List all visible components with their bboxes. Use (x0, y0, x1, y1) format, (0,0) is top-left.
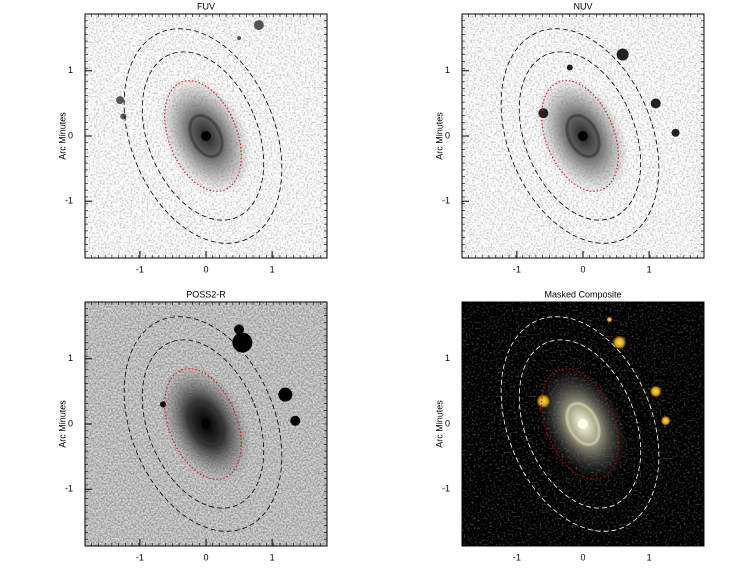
nucleus (201, 131, 211, 141)
x-tick-label: -1 (136, 552, 144, 562)
x-tick-label: 1 (647, 264, 652, 274)
star (160, 401, 167, 408)
star (671, 128, 680, 137)
aperture-outer (500, 28, 660, 244)
y-tick-label: 1 (68, 65, 73, 75)
x-tick-label: 1 (647, 552, 652, 562)
y-tick-label: 1 (445, 65, 450, 75)
aperture-inner (141, 339, 265, 509)
panel: -1 0 1 -1 0 1 Masked Composite Arc Minutes (434, 289, 705, 562)
star (616, 48, 629, 61)
aperture-red (164, 368, 242, 480)
y-tick-label: -1 (442, 484, 450, 494)
aperture-outer (123, 28, 283, 244)
star (278, 387, 293, 402)
galaxy-core (565, 401, 601, 447)
star (606, 316, 613, 323)
panel-title: FUV (197, 1, 215, 11)
x-tick-label: 0 (580, 264, 585, 274)
star (253, 20, 264, 31)
image (85, 14, 327, 258)
star (649, 385, 662, 398)
star (538, 108, 549, 119)
y-tick-label: 1 (68, 353, 73, 363)
star (650, 98, 661, 109)
star (566, 64, 573, 71)
aperture-red (164, 80, 242, 192)
x-tick-label: 0 (203, 552, 208, 562)
panel-title: NUV (573, 1, 592, 11)
aperture-inner (518, 339, 642, 509)
star (290, 415, 301, 426)
panel: -1 0 1 -1 0 1 FUV Arc Minutes (57, 1, 328, 274)
panel-title: Masked Composite (544, 289, 621, 299)
x-tick-label: 0 (203, 264, 208, 274)
x-tick-label: 0 (580, 552, 585, 562)
y-tick-label: 0 (445, 130, 450, 140)
x-tick-label: -1 (513, 264, 521, 274)
star (120, 113, 127, 120)
panel: -1 0 1 -1 0 1 NUV Arc Minutes (434, 1, 705, 274)
y-axis-label: Arc Minutes (434, 400, 444, 448)
y-tick-label: -1 (442, 196, 450, 206)
star (612, 335, 627, 350)
galaxy-core (188, 401, 224, 447)
galaxy-core (565, 113, 601, 159)
star (232, 332, 253, 353)
nucleus (578, 419, 588, 429)
y-axis-label: Arc Minutes (57, 400, 67, 448)
x-tick-label: 1 (270, 552, 275, 562)
star (116, 96, 125, 105)
image (462, 302, 704, 546)
y-tick-label: 0 (68, 418, 73, 428)
image (85, 302, 327, 546)
y-tick-label: 0 (445, 418, 450, 428)
y-tick-label: 1 (445, 353, 450, 363)
y-tick-label: 0 (68, 130, 73, 140)
image (462, 14, 704, 258)
panel-title: POSS2-R (186, 289, 226, 299)
aperture-outer (500, 316, 660, 532)
nucleus (578, 131, 588, 141)
y-axis-label: Arc Minutes (434, 112, 444, 160)
aperture-inner (518, 51, 642, 221)
y-tick-label: -1 (65, 196, 73, 206)
x-tick-label: -1 (513, 552, 521, 562)
star (237, 36, 242, 41)
galaxy-core (188, 113, 224, 159)
x-tick-label: -1 (136, 264, 144, 274)
x-tick-label: 1 (270, 264, 275, 274)
aperture-inner (141, 51, 265, 221)
y-axis-label: Arc Minutes (57, 112, 67, 160)
y-tick-label: -1 (65, 484, 73, 494)
aperture-outer (123, 316, 283, 532)
star (536, 394, 551, 409)
star (234, 324, 245, 335)
star (660, 415, 671, 426)
panel: -1 0 1 -1 0 1 POSS2-R Arc Minutes (57, 289, 328, 562)
nucleus (201, 419, 211, 429)
